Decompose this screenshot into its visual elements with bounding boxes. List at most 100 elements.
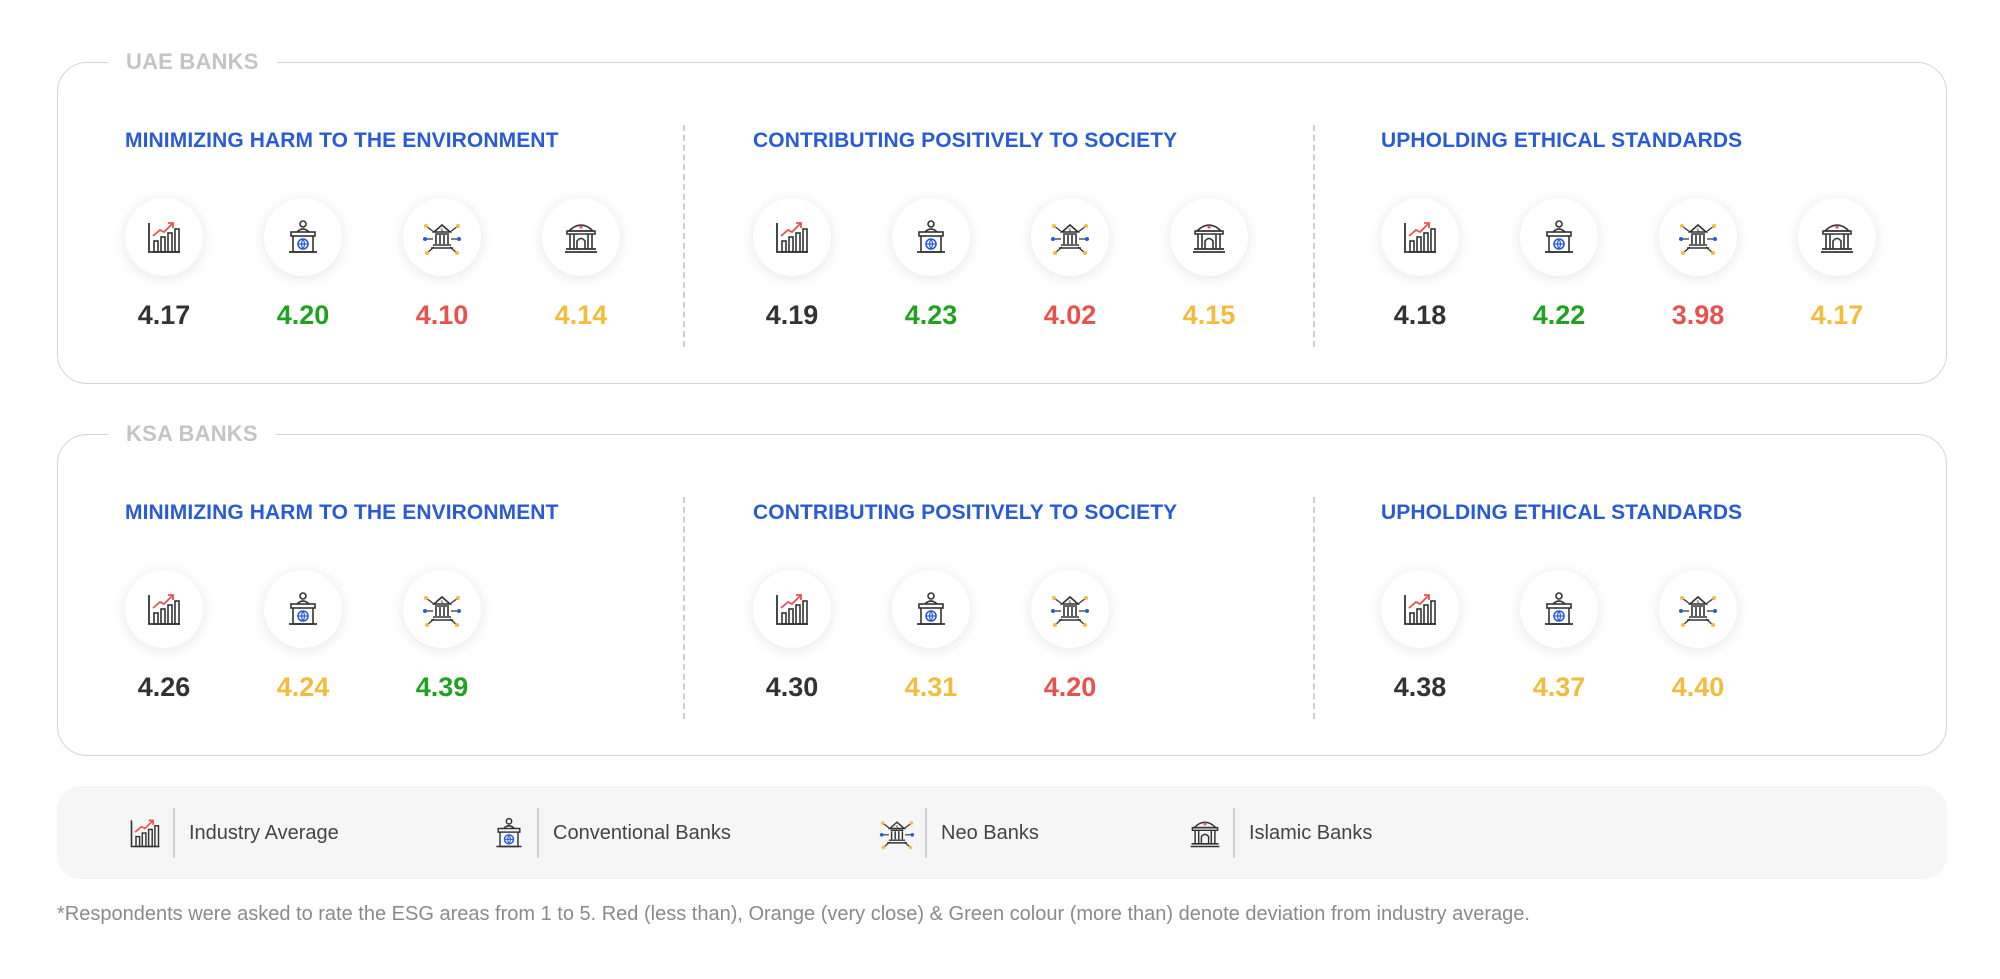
bank-network-icon: $ (1050, 589, 1090, 629)
score-value: 4.20 (276, 300, 330, 330)
score-value: 4.23 (904, 300, 958, 330)
score-value: 4.17 (1810, 300, 1864, 330)
chart-growth-icon (127, 815, 163, 851)
section-title: UPHOLDING ETHICAL STANDARDS (1381, 129, 1743, 152)
bank-podium-globe-icon (911, 589, 951, 629)
score-value: 4.40 (1671, 672, 1725, 702)
score-item-conventional-banks: 4.24 (264, 570, 342, 702)
score-value: 4.02 (1043, 300, 1097, 330)
section-title: MINIMIZING HARM TO THE ENVIRONMENT (125, 129, 559, 152)
section-title: CONTRIBUTING POSITIVELY TO SOCIETY (753, 501, 1178, 524)
score-value: 4.39 (415, 672, 469, 702)
score-value: 4.10 (415, 300, 469, 330)
legend-separator (925, 808, 927, 858)
section-divider (683, 497, 685, 719)
legend-item-industry-average: Industry Average (127, 808, 339, 858)
section-divider (1313, 497, 1315, 719)
svg-text:$: $ (440, 228, 443, 234)
score-value: 4.15 (1182, 300, 1236, 330)
icon-circle (264, 570, 342, 648)
mosque-building-icon (1187, 815, 1223, 851)
bank-network-icon: $ (1678, 217, 1718, 257)
score-value: 4.24 (276, 672, 330, 702)
score-item-islamic-banks: 4.17 (1798, 198, 1876, 330)
legend-label: Conventional Banks (553, 821, 731, 844)
score-item-conventional-banks: 4.22 (1520, 198, 1598, 330)
legend-separator (1233, 808, 1235, 858)
icon-circle (1381, 198, 1459, 276)
section-title: CONTRIBUTING POSITIVELY TO SOCIETY (753, 129, 1178, 152)
icon-circle: $ (403, 570, 481, 648)
icon-circle (264, 198, 342, 276)
mosque-building-icon (561, 217, 601, 257)
icon-circle: $ (1031, 570, 1109, 648)
panel-title: UAE BANKS (108, 48, 277, 76)
score-item-neo-banks: $ 4.02 (1031, 198, 1109, 330)
bank-podium-globe-icon (1539, 217, 1579, 257)
score-item-conventional-banks: 4.37 (1520, 570, 1598, 702)
score-value: 4.38 (1393, 672, 1447, 702)
legend-item-conventional-banks: Conventional Banks (491, 808, 731, 858)
legend-separator (537, 808, 539, 858)
score-item-industry-average: 4.18 (1381, 198, 1459, 330)
score-value: 4.17 (137, 300, 191, 330)
icon-circle (1381, 570, 1459, 648)
section-title: MINIMIZING HARM TO THE ENVIRONMENT (125, 501, 559, 524)
score-item-industry-average: 4.17 (125, 198, 203, 330)
score-item-conventional-banks: 4.20 (264, 198, 342, 330)
score-item-industry-average: 4.19 (753, 198, 831, 330)
score-item-industry-average: 4.30 (753, 570, 831, 702)
icon-circle (1170, 198, 1248, 276)
icon-circle (1798, 198, 1876, 276)
score-item-industry-average: 4.38 (1381, 570, 1459, 702)
score-item-conventional-banks: 4.23 (892, 198, 970, 330)
bank-podium-globe-icon (283, 589, 323, 629)
section-divider (683, 125, 685, 347)
bank-network-icon: $ (879, 815, 915, 851)
score-value: 4.20 (1043, 672, 1097, 702)
chart-growth-icon (1400, 589, 1440, 629)
icon-circle (542, 198, 620, 276)
score-value: 3.98 (1671, 300, 1725, 330)
section-title: UPHOLDING ETHICAL STANDARDS (1381, 501, 1743, 524)
section-divider (1313, 125, 1315, 347)
score-value: 4.18 (1393, 300, 1447, 330)
score-item-islamic-banks: 4.15 (1170, 198, 1248, 330)
icon-circle (753, 198, 831, 276)
chart-growth-icon (1400, 217, 1440, 257)
legend-item-neo-banks: $ Neo Banks (879, 808, 1039, 858)
bank-podium-globe-icon (491, 815, 527, 851)
score-item-neo-banks: $ 4.10 (403, 198, 481, 330)
svg-text:$: $ (1068, 600, 1071, 606)
score-value: 4.31 (904, 672, 958, 702)
icon-circle: $ (403, 198, 481, 276)
bank-network-icon: $ (1678, 589, 1718, 629)
legend-label: Neo Banks (941, 821, 1039, 844)
uae-banks-panel: UAE BANKS MINIMIZING HARM TO THE ENVIRON… (57, 48, 1947, 384)
score-item-neo-banks: $ 4.20 (1031, 570, 1109, 702)
icon-circle: $ (1031, 198, 1109, 276)
icon-circle: $ (1659, 198, 1737, 276)
score-item-neo-banks: $ 3.98 (1659, 198, 1737, 330)
legend-item-islamic-banks: Islamic Banks (1187, 808, 1372, 858)
score-value: 4.14 (554, 300, 608, 330)
icon-circle (1520, 198, 1598, 276)
svg-text:$: $ (1696, 228, 1699, 234)
score-item-conventional-banks: 4.31 (892, 570, 970, 702)
chart-growth-icon (772, 589, 812, 629)
svg-text:$: $ (1696, 600, 1699, 606)
bank-podium-globe-icon (1539, 589, 1579, 629)
legend-separator (173, 808, 175, 858)
svg-text:$: $ (1068, 228, 1071, 234)
mosque-building-icon (1189, 217, 1229, 257)
icon-circle (1520, 570, 1598, 648)
legend-label: Islamic Banks (1249, 821, 1373, 844)
score-value: 4.37 (1532, 672, 1586, 702)
footnote: *Respondents were asked to rate the ESG … (57, 903, 1530, 925)
score-value: 4.19 (765, 300, 819, 330)
bank-network-icon: $ (422, 217, 462, 257)
icon-circle (753, 570, 831, 648)
bank-podium-globe-icon (283, 217, 323, 257)
bank-podium-globe-icon (911, 217, 951, 257)
icon-circle (892, 570, 970, 648)
